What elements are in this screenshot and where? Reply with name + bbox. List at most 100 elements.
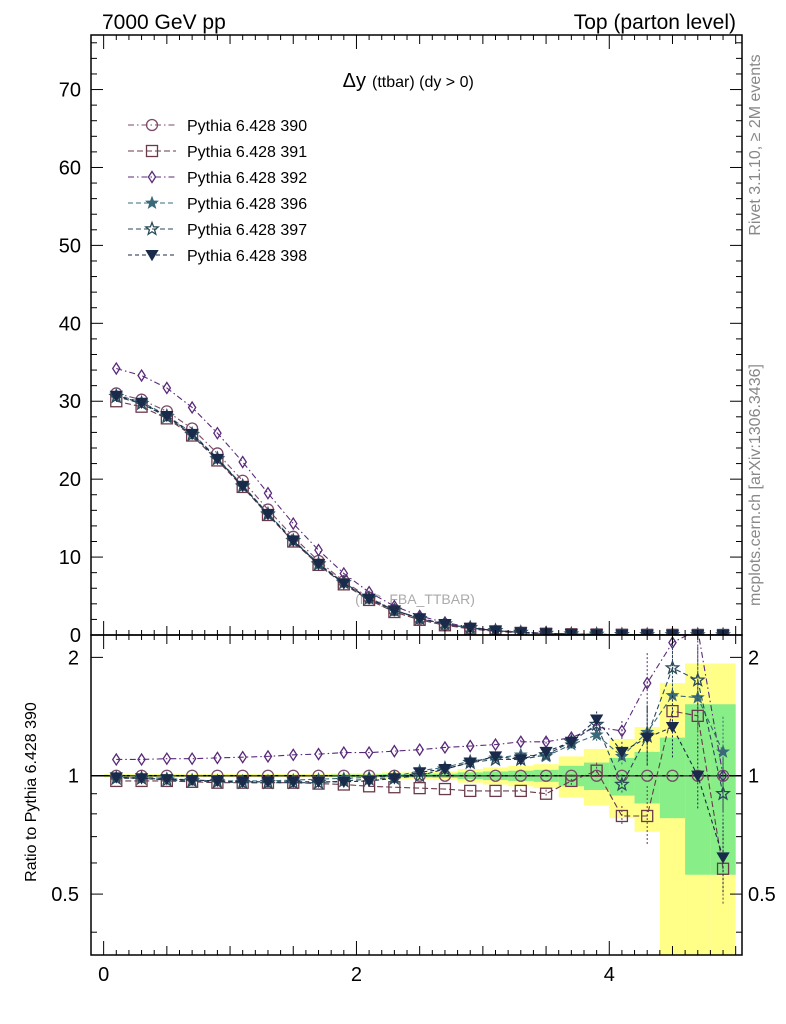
band-green-bin-22 xyxy=(659,737,686,819)
legend-item-pythia-6-428-391: Pythia 6.428 391 xyxy=(128,144,307,161)
main-ytick-label-0: 0 xyxy=(70,625,81,647)
main-point-pythia-6-428-392-4 xyxy=(213,426,222,440)
ratio-point-pythia-6-428-392-3 xyxy=(187,751,197,766)
main-point-pythia-6-428-398-10 xyxy=(362,593,376,605)
ratio-point-pythia-6-428-397-24 xyxy=(715,785,731,801)
ratio-ytick-label-left-2: 2 xyxy=(68,647,79,669)
ratio-point-pythia-6-428-392-2 xyxy=(162,751,172,766)
ratio-point-pythia-6-428-390-20 xyxy=(615,769,629,782)
ratio-point-pythia-6-428-398-23 xyxy=(691,770,705,782)
main-point-pythia-6-428-392-7 xyxy=(288,516,298,531)
rivet-label: Rivet 3.1.10, ≥ 2M events xyxy=(747,54,764,235)
ratio-point-pythia-6-428-392-13 xyxy=(440,740,450,755)
legend-label-pythia-6-428-390: Pythia 6.428 390 xyxy=(187,118,307,135)
ratio-point-pythia-6-428-390-15 xyxy=(489,769,502,782)
main-point-pythia-6-428-398-6 xyxy=(261,509,275,521)
ratio-point-pythia-6-428-392-9 xyxy=(339,745,349,760)
main-ytick-label-20: 20 xyxy=(59,469,81,491)
ratio-point-pythia-6-428-398-21 xyxy=(640,732,654,744)
legend-item-pythia-6-428-396: Pythia 6.428 396 xyxy=(128,195,307,213)
ratio-point-pythia-6-428-398-12 xyxy=(413,767,427,779)
ratio-ytick-label-left-0.5: 0.5 xyxy=(51,884,79,906)
ratio-point-pythia-6-428-391-21 xyxy=(641,809,654,823)
main-ytick-label-10: 10 xyxy=(59,547,81,569)
ratio-point-pythia-6-428-392-10 xyxy=(364,745,374,760)
main-point-pythia-6-428-392-5 xyxy=(238,455,248,469)
ratio-point-pythia-6-428-392-22 xyxy=(668,635,677,650)
ratio-point-pythia-6-428-392-5 xyxy=(238,750,248,764)
ratio-point-pythia-6-428-398-0 xyxy=(109,772,123,784)
ratio-point-pythia-6-428-391-18 xyxy=(565,774,578,788)
main-point-pythia-6-428-398-7 xyxy=(286,535,300,547)
main-point-pythia-6-428-398-8 xyxy=(311,559,326,571)
main-point-pythia-6-428-392-3 xyxy=(187,400,197,415)
ratio-xtick-label-0: 0 xyxy=(98,964,109,986)
legend-label-pythia-6-428-396: Pythia 6.428 396 xyxy=(187,196,307,213)
ratio-point-pythia-6-428-396-19 xyxy=(589,727,604,741)
ratio-point-pythia-6-428-398-20 xyxy=(615,746,629,759)
ratio-point-pythia-6-428-398-24 xyxy=(716,852,730,864)
legend-marker-pythia-6-428-398 xyxy=(145,249,159,262)
ratio-point-pythia-6-428-398-16 xyxy=(514,754,528,766)
legend-marker-pythia-6-428-392 xyxy=(147,170,157,184)
ratio-point-pythia-6-428-397-23 xyxy=(689,671,706,687)
legend-item-pythia-6-428-392: Pythia 6.428 392 xyxy=(128,170,307,187)
main-point-pythia-6-428-398-3 xyxy=(185,428,199,441)
ratio-ylabel: Ratio to Pythia 6.428 390 xyxy=(23,702,40,882)
ratio-point-pythia-6-428-398-4 xyxy=(210,775,225,788)
main-point-pythia-6-428-398-12 xyxy=(413,613,427,625)
ratio-point-pythia-6-428-392-1 xyxy=(137,752,146,767)
main-point-pythia-6-428-398-5 xyxy=(236,481,250,493)
ratio-point-pythia-6-428-398-15 xyxy=(488,751,503,763)
ratio-point-pythia-6-428-390-16 xyxy=(514,769,527,782)
ratio-point-pythia-6-428-390-21 xyxy=(641,769,654,782)
ratio-point-pythia-6-428-392-4 xyxy=(213,751,222,765)
main-point-pythia-6-428-398-0 xyxy=(109,390,123,403)
legend-label-pythia-6-428-392: Pythia 6.428 392 xyxy=(187,170,307,187)
ratio-point-pythia-6-428-398-9 xyxy=(337,776,351,789)
main-ytick-label-70: 70 xyxy=(59,80,81,102)
ratio-point-pythia-6-428-397-19 xyxy=(588,716,605,732)
main-point-pythia-6-428-398-13 xyxy=(438,619,452,631)
ratio-point-pythia-6-428-398-5 xyxy=(236,776,250,789)
chart-title-sub: (ttbar) (dy > 0) xyxy=(372,74,474,91)
ratio-ytick-label-right-2: 2 xyxy=(748,647,759,669)
ratio-point-pythia-6-428-398-13 xyxy=(438,763,452,776)
main-point-pythia-6-428-392-1 xyxy=(137,368,146,383)
ratio-point-pythia-6-428-392-7 xyxy=(288,748,298,762)
ratio-point-pythia-6-428-398-6 xyxy=(261,776,275,789)
ratio-point-pythia-6-428-391-20 xyxy=(615,809,629,823)
main-point-pythia-6-428-398-14 xyxy=(463,622,477,635)
ratio-point-pythia-6-428-396-24 xyxy=(716,744,731,758)
legend-item-pythia-6-428-390: Pythia 6.428 390 xyxy=(128,118,307,135)
ratio-point-pythia-6-428-397-20 xyxy=(613,776,630,792)
header-right: Top (parton level) xyxy=(574,11,736,34)
ratio-point-pythia-6-428-398-14 xyxy=(463,757,477,769)
ratio-point-pythia-6-428-391-16 xyxy=(514,784,527,798)
main-point-pythia-6-428-398-1 xyxy=(134,397,149,410)
ratio-frame xyxy=(90,634,743,956)
ratio-point-pythia-6-428-392-6 xyxy=(263,749,273,764)
main-ytick-label-30: 30 xyxy=(59,391,81,413)
ratio-point-pythia-6-428-392-14 xyxy=(465,739,475,753)
ratio-ytick-label-right-0.5: 0.5 xyxy=(748,884,776,906)
chart-title-main: Δy xyxy=(343,70,366,92)
ratio-ytick-label-left-1: 1 xyxy=(68,766,79,788)
main-point-pythia-6-428-392-2 xyxy=(162,381,172,395)
ratio-point-pythia-6-428-392-16 xyxy=(516,735,526,749)
ratio-point-pythia-6-428-392-15 xyxy=(491,737,500,752)
ratio-point-pythia-6-428-397-22 xyxy=(664,659,681,675)
band-green-bin-23 xyxy=(685,704,711,875)
ratio-point-pythia-6-428-392-21 xyxy=(642,676,652,690)
ratio-point-pythia-6-428-392-8 xyxy=(314,747,323,761)
ratio-point-pythia-6-428-391-12 xyxy=(413,781,426,795)
legend-marker-pythia-6-428-391 xyxy=(145,144,159,158)
legend-item-pythia-6-428-397: Pythia 6.428 397 xyxy=(128,220,307,239)
ratio-point-pythia-6-428-391-19 xyxy=(590,764,603,777)
ratio-point-pythia-6-428-398-10 xyxy=(362,775,376,788)
main-point-pythia-6-428-392-0 xyxy=(111,361,121,376)
ratio-point-pythia-6-428-398-11 xyxy=(387,773,402,785)
ratio-point-pythia-6-428-398-1 xyxy=(134,773,149,785)
